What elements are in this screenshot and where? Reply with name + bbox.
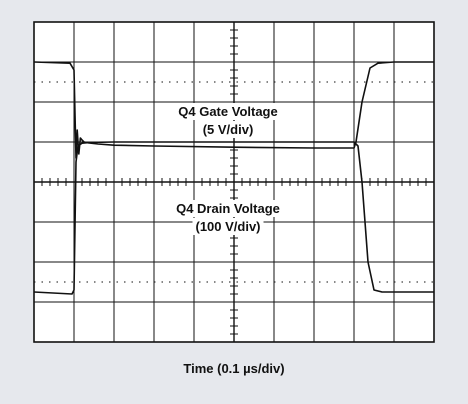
drain-voltage-trace: [33, 141, 434, 295]
traces: [33, 61, 434, 295]
gate-trace-scale: (5 V/div): [203, 122, 254, 137]
drain-trace-label: Q4 Drain Voltage: [176, 201, 280, 216]
label-backdrop: [173, 200, 283, 217]
label-backdrop: [199, 121, 257, 138]
drain-trace-scale: (100 V/div): [195, 219, 260, 234]
gate-voltage-trace: [33, 61, 434, 159]
x-axis-label: Time (0.1 µs/div): [183, 361, 284, 376]
label-backdrop: [175, 103, 281, 120]
label-backdrop: [192, 218, 264, 235]
gate-trace-label: Q4 Gate Voltage: [178, 104, 277, 119]
